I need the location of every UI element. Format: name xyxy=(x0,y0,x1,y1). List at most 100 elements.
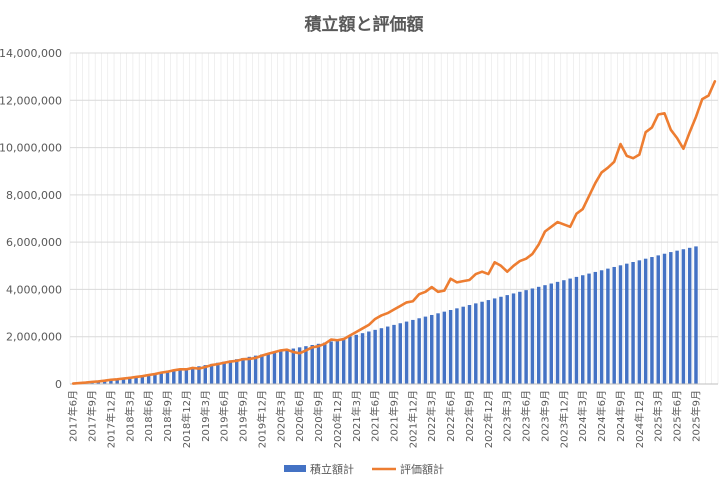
bar xyxy=(505,295,509,384)
bar xyxy=(675,250,679,384)
x-tick-label: 2024年12月 xyxy=(633,390,646,448)
bar xyxy=(606,268,610,384)
bar xyxy=(461,306,465,384)
bar xyxy=(216,362,220,384)
bar xyxy=(234,359,239,384)
bar xyxy=(247,356,252,384)
bar xyxy=(115,379,119,384)
bar xyxy=(367,331,371,384)
bar xyxy=(297,347,302,384)
bar xyxy=(335,339,340,384)
x-tick-labels: 2017年6月 2017年9月 2017年12月 2018年3月 2018年6月 2018… xyxy=(67,390,703,448)
y-tick-label: 14,000,000 xyxy=(0,47,62,60)
legend-swatch-bar xyxy=(284,465,306,472)
bar xyxy=(385,326,390,384)
bar xyxy=(593,271,598,384)
bar xyxy=(530,288,535,384)
bar xyxy=(518,291,522,384)
x-tick-label: 2017年12月 xyxy=(104,390,117,448)
x-tick-label: 2020年12月 xyxy=(331,390,344,448)
x-tick-label: 2022年9月 xyxy=(463,390,476,442)
x-tick-label: 2019年9月 xyxy=(237,390,250,442)
bar xyxy=(417,318,421,384)
bar xyxy=(102,381,107,384)
x-tick-label: 2024年6月 xyxy=(595,390,608,442)
x-tick-label: 2024年3月 xyxy=(576,390,589,442)
x-tick-label: 2023年12月 xyxy=(557,390,570,448)
bar xyxy=(260,354,264,384)
bar xyxy=(184,368,189,384)
x-tick-label: 2021年3月 xyxy=(350,390,363,442)
bar xyxy=(190,367,195,384)
x-tick-label: 2022年3月 xyxy=(425,390,438,442)
x-tick-label: 2018年9月 xyxy=(161,390,174,442)
bar xyxy=(153,374,157,384)
bar xyxy=(650,257,654,384)
bar xyxy=(316,343,321,384)
grid-vertical xyxy=(69,53,719,384)
y-tick-label: 12,000,000 xyxy=(0,94,62,107)
x-tick-label: 2021年12月 xyxy=(406,390,419,448)
bar xyxy=(694,246,698,384)
bar xyxy=(662,253,667,384)
bar xyxy=(109,380,113,384)
legend-label-line: 評価額計 xyxy=(400,462,444,476)
bar xyxy=(285,349,289,384)
bar xyxy=(656,255,660,384)
x-tick-label: 2018年12月 xyxy=(180,390,193,448)
x-tick-label: 2023年3月 xyxy=(501,390,514,442)
x-tick-label: 2019年12月 xyxy=(255,390,268,448)
bar xyxy=(159,373,163,384)
bar xyxy=(543,285,547,384)
bar xyxy=(448,309,453,384)
bar xyxy=(511,293,516,384)
x-tick-label: 2022年12月 xyxy=(482,390,495,448)
bar xyxy=(373,329,377,384)
bar xyxy=(253,355,258,384)
bar xyxy=(411,319,415,384)
bar xyxy=(128,378,132,384)
bar xyxy=(203,365,207,384)
bar xyxy=(392,324,396,384)
x-tick-label: 2023年6月 xyxy=(520,390,533,442)
y-tick-label: 6,000,000 xyxy=(6,236,62,249)
bar xyxy=(612,266,616,384)
bar xyxy=(348,336,352,384)
chart-title: 積立額と評価額 xyxy=(304,15,424,35)
bar xyxy=(379,328,384,384)
bar xyxy=(568,278,572,384)
x-tick-label: 2019年6月 xyxy=(218,390,231,442)
y-tick-label: 2,000,000 xyxy=(6,331,62,344)
x-tick-label: 2017年6月 xyxy=(67,390,80,442)
bar xyxy=(524,290,528,384)
x-tick-label: 2020年6月 xyxy=(293,390,306,442)
bar xyxy=(423,316,428,384)
series-line xyxy=(71,80,717,385)
bar xyxy=(222,361,226,384)
x-tick-label: 2023年9月 xyxy=(538,390,551,442)
bar xyxy=(341,338,346,384)
bar xyxy=(279,350,283,384)
x-tick-label: 2021年9月 xyxy=(388,390,401,442)
x-tick-label: 2019年3月 xyxy=(199,390,212,442)
bar xyxy=(178,369,182,384)
bar xyxy=(121,379,126,384)
x-tick-label: 2018年3月 xyxy=(123,390,136,442)
bar xyxy=(631,262,635,384)
x-tick-label: 2017年9月 xyxy=(86,390,99,442)
bar xyxy=(643,258,648,384)
bar xyxy=(323,342,327,384)
bar xyxy=(637,260,642,384)
bar xyxy=(455,308,459,384)
bar xyxy=(266,353,270,384)
bar xyxy=(480,301,484,384)
legend: 積立額計 評価額計 xyxy=(284,462,444,476)
bar xyxy=(329,341,333,384)
series-bars xyxy=(71,246,698,384)
bar xyxy=(134,377,138,384)
bar xyxy=(562,280,566,384)
bar xyxy=(197,366,201,384)
bar xyxy=(228,360,233,384)
bar xyxy=(209,363,214,384)
